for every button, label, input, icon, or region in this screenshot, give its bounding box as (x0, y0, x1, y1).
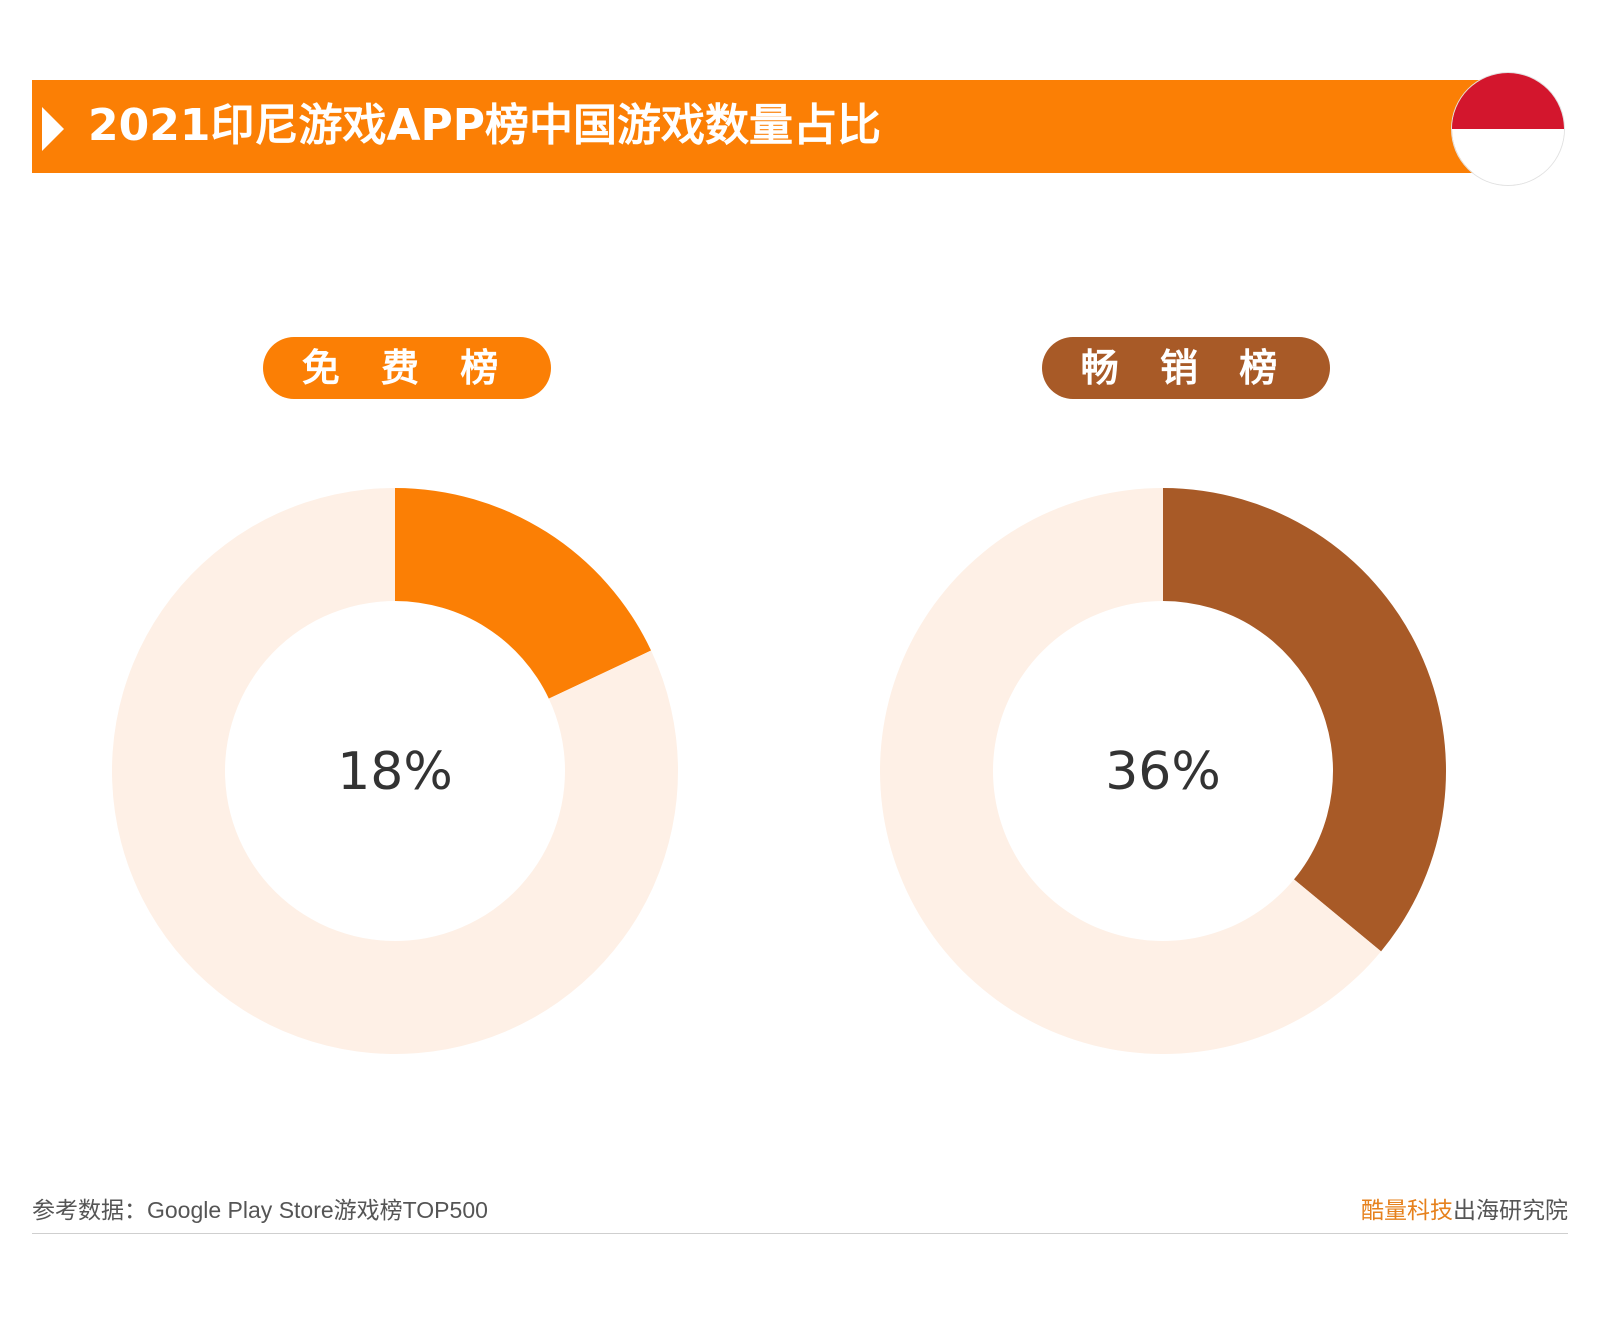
center-percent-label: 36% (1105, 742, 1221, 802)
remainder-slice (112, 488, 678, 1054)
brand-label: 酷量科技出海研究院 (1361, 1191, 1568, 1225)
grossing-chart-title: 畅 销 榜 (1042, 337, 1330, 399)
title-banner: 2021印尼游戏APP榜中国游戏数量占比 (32, 80, 1492, 173)
highlight-slice (1163, 488, 1446, 952)
brand-suffix: 出海研究院 (1453, 1197, 1568, 1223)
page-title: 2021印尼游戏APP榜中国游戏数量占比 (88, 100, 882, 151)
triangle-icon (42, 107, 64, 151)
center-percent-label: 18% (337, 742, 453, 802)
footer-divider (32, 1233, 1568, 1234)
highlight-slice (395, 488, 652, 699)
indonesia-flag-icon (1452, 73, 1564, 185)
source-note: 参考数据：Google Play Store游戏榜TOP500 (32, 1197, 488, 1223)
free-donut-chart: 18% (112, 488, 678, 1054)
remainder-slice (880, 488, 1382, 1054)
free-chart-title: 免 费 榜 (263, 337, 551, 399)
brand-name: 酷量科技 (1361, 1197, 1453, 1223)
grossing-donut-chart: 36% (880, 488, 1446, 1054)
